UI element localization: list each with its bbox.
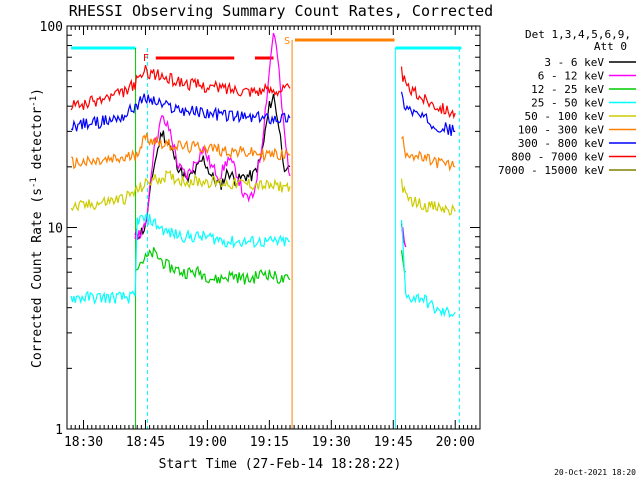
x-tick-label: 19:00 [188, 435, 227, 450]
y-tick-label: 1 [55, 423, 63, 438]
series-line-6-1 [400, 91, 456, 136]
legend-label: 100 - 300 keV [518, 124, 604, 137]
x-tick-label: 19:15 [250, 435, 289, 450]
series-line-3-1 [400, 219, 456, 319]
series-line-2-0 [134, 247, 291, 285]
legend-header-line-2: Att 0 [594, 40, 627, 53]
series-line-1-0 [134, 32, 291, 240]
legend-label: 7000 - 15000 keV [498, 164, 604, 177]
x-tick-label: 18:45 [126, 435, 165, 450]
series-line-7-1 [400, 66, 456, 120]
legend-label: 12 - 25 keV [531, 83, 604, 96]
series-line-4-1 [400, 178, 456, 216]
series-line-6-0 [70, 93, 291, 132]
y-tick-label: 10 [47, 222, 63, 237]
legend-label: 800 - 7000 keV [511, 151, 604, 164]
legend-label: 6 - 12 keV [538, 70, 605, 83]
annotation-s: S [284, 36, 290, 47]
series-line-0-0 [134, 93, 291, 240]
series-line-5-1 [401, 135, 456, 172]
legend-label: 3 - 6 keV [544, 56, 604, 69]
legend-label: 25 - 50 keV [531, 97, 604, 110]
x-tick-label: 19:30 [312, 435, 351, 450]
chart-title: RHESSI Observing Summary Count Rates, Co… [69, 2, 493, 20]
legend-label: 300 - 800 keV [518, 137, 604, 150]
y-tick-label: 100 [40, 20, 63, 35]
x-tick-label: 20:00 [436, 435, 475, 450]
legend-label: 50 - 100 keV [525, 110, 605, 123]
series-line-5-0 [71, 132, 291, 170]
series-line-4-0 [70, 169, 291, 212]
legend-header-line-1: Det 1,3,4,5,6,9, [525, 28, 631, 41]
y-axis-label: Corrected Count Rate (s-1 detector-1) [29, 88, 45, 368]
annotation-f: F [143, 53, 149, 64]
footer-date: 20-Oct-2021 18:20 [554, 468, 636, 477]
x-tick-label: 19:45 [374, 435, 413, 450]
series-line-7-0 [70, 65, 291, 111]
x-axis-label: Start Time (27-Feb-14 18:28:22) [159, 457, 402, 472]
series-line-3-0 [70, 211, 291, 306]
x-tick-label: 18:30 [64, 435, 103, 450]
